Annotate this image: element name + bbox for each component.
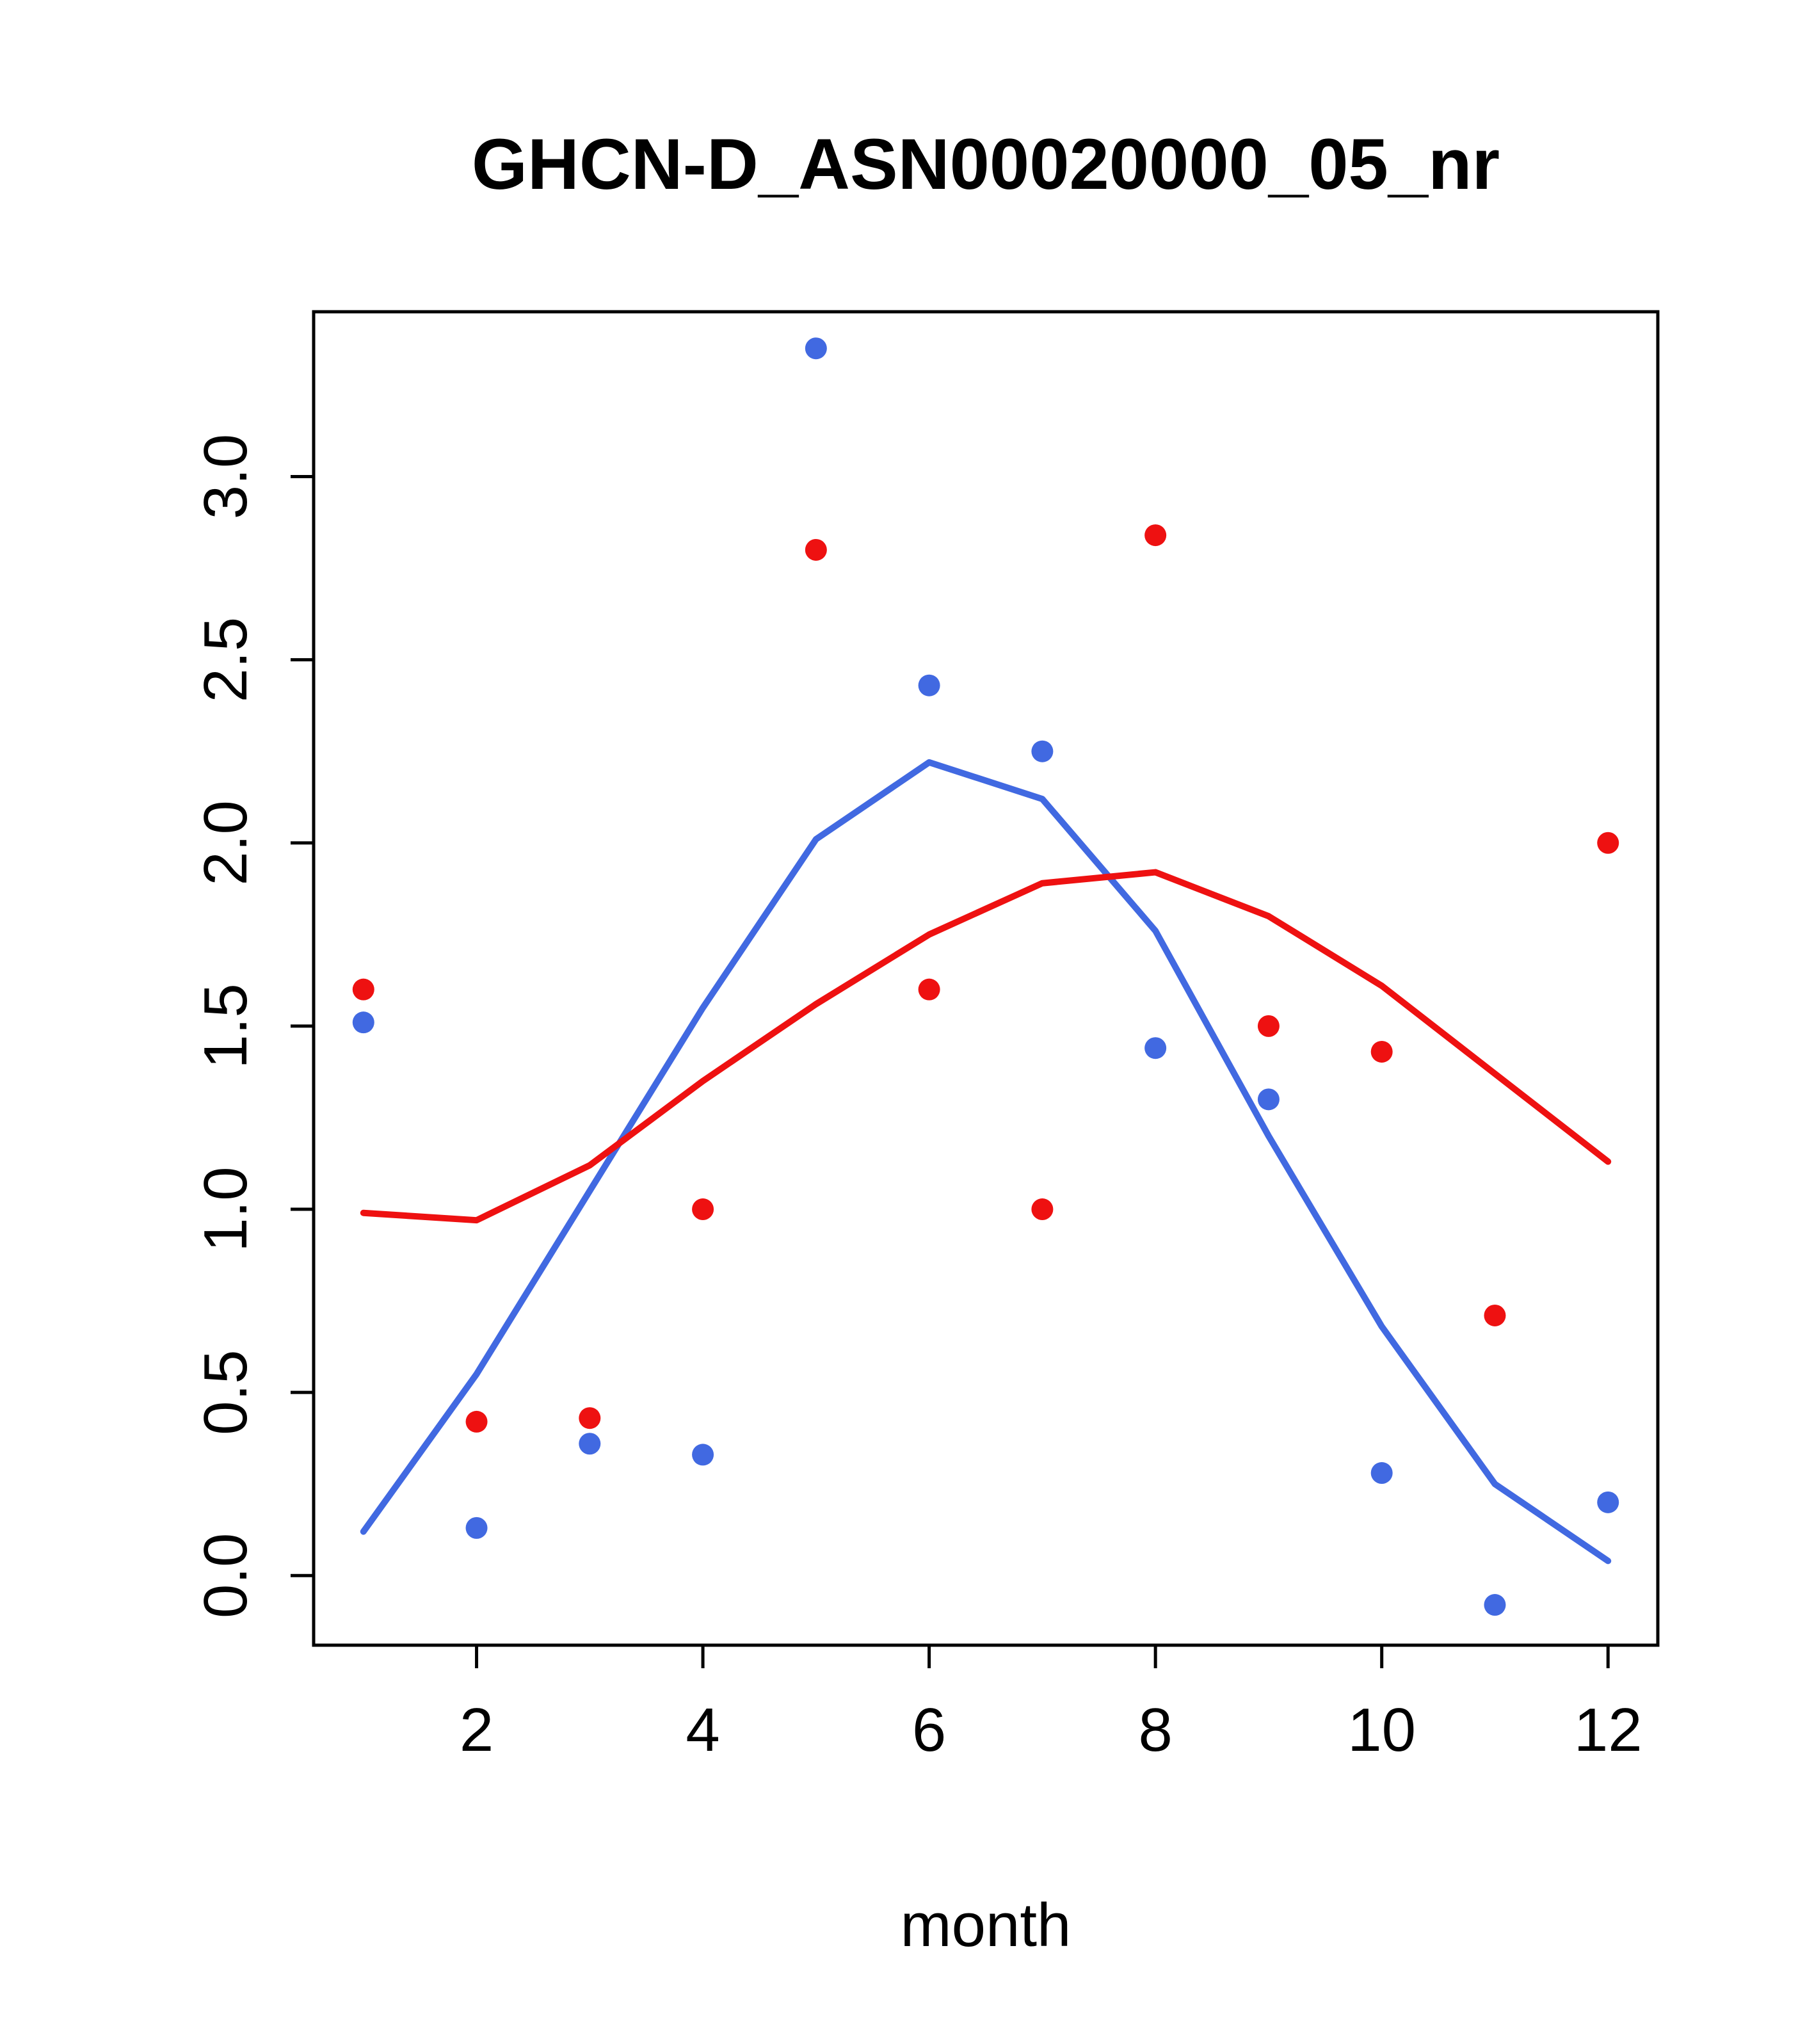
blue-points-marker — [1484, 1594, 1506, 1616]
blue-points-marker — [579, 1433, 601, 1455]
red-points-marker — [918, 978, 940, 1001]
y-tick-label: 0.5 — [191, 1349, 260, 1435]
red-points-marker — [1597, 832, 1619, 854]
x-tick-label: 8 — [1138, 1696, 1172, 1764]
blue-points-marker — [465, 1517, 488, 1539]
red-points-marker — [1370, 1040, 1393, 1063]
x-tick-label: 2 — [460, 1696, 494, 1764]
x-tick-label: 10 — [1347, 1696, 1416, 1764]
y-tick-label: 2.5 — [191, 617, 260, 702]
red-points-marker — [1257, 1015, 1280, 1037]
blue-points-marker — [1597, 1491, 1619, 1513]
plot-box — [312, 310, 1660, 1647]
x-axis-label: month — [901, 1891, 1072, 1960]
x-tick-label: 6 — [912, 1696, 946, 1764]
blue-points-marker — [1144, 1037, 1167, 1059]
x-tick-label: 12 — [1574, 1696, 1642, 1764]
blue-points-marker — [805, 337, 827, 360]
blue-points-marker — [1257, 1088, 1280, 1111]
plot-body: 2 4 6 8 10 12 0.0 0.5 1.0 1.5 2.0 2.5 3.0 — [191, 310, 1660, 1764]
blue-points-marker — [1031, 740, 1054, 762]
red-points-marker — [579, 1407, 601, 1429]
blue-points-marker — [692, 1444, 714, 1466]
y-tick-label: 2.0 — [191, 800, 260, 885]
x-tick-label: 4 — [686, 1696, 719, 1764]
y-tick-label: 0.0 — [191, 1533, 260, 1618]
red-points-marker — [1484, 1304, 1506, 1326]
red-points-marker — [465, 1410, 488, 1433]
chart-title: GHCN-D_ASN00020000_05_nr — [472, 124, 1500, 204]
y-tick-label: 1.5 — [191, 983, 260, 1068]
y-tick-label: 3.0 — [191, 434, 260, 519]
red-points-marker — [805, 538, 827, 561]
red-points-marker — [1144, 524, 1167, 547]
blue-points-marker — [1370, 1462, 1393, 1485]
red-smooth-line — [360, 869, 1612, 1224]
y-tick-label: 1.0 — [191, 1166, 260, 1251]
red-points-marker — [352, 978, 374, 1001]
blue-points-marker — [352, 1011, 374, 1034]
blue-smooth-line — [360, 759, 1612, 1565]
red-points-marker — [1031, 1198, 1054, 1221]
blue-points-marker — [918, 674, 940, 696]
red-points-marker — [692, 1198, 714, 1221]
